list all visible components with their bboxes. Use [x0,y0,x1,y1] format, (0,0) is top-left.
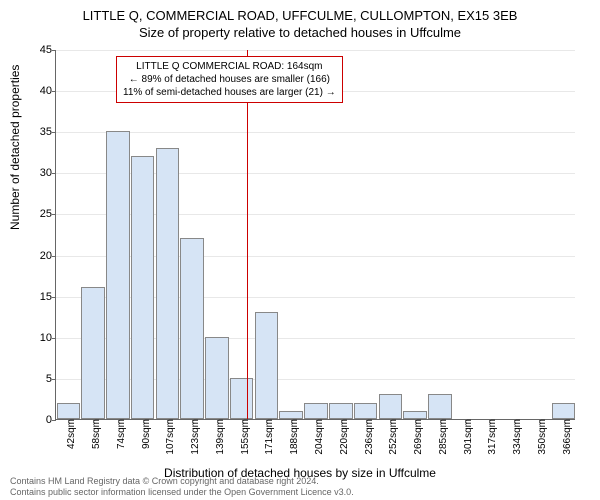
annotation-line3: 11% of semi-detached houses are larger (… [123,86,336,99]
x-tick-mark [366,419,367,423]
x-tick-label: 204sqm [312,419,325,455]
bar [230,378,254,419]
x-tick-mark [341,419,342,423]
footer-line1: Contains HM Land Registry data © Crown c… [10,476,354,487]
x-tick-mark [167,419,168,423]
x-tick-mark [143,419,144,423]
x-tick-label: 74sqm [114,419,127,449]
x-tick-label: 269sqm [411,419,424,455]
x-tick-mark [390,419,391,423]
annotation-line1: LITTLE Q COMMERCIAL ROAD: 164sqm [123,60,336,73]
x-tick-mark [266,419,267,423]
x-tick-mark [465,419,466,423]
bar [180,238,204,419]
x-tick-mark [440,419,441,423]
x-tick-label: 317sqm [485,419,498,455]
y-tick-mark [52,214,56,215]
bar [552,403,576,419]
chart-title-main: LITTLE Q, COMMERCIAL ROAD, UFFCULME, CUL… [0,0,600,23]
x-tick-label: 139sqm [213,419,226,455]
x-tick-mark [242,419,243,423]
y-tick-mark [52,132,56,133]
bar [329,403,353,419]
bar [131,156,155,419]
bar [205,337,229,419]
plot-area: 05101520253035404542sqm58sqm74sqm90sqm10… [55,50,575,420]
bar [279,411,303,419]
gridline [56,132,575,133]
y-tick-mark [52,297,56,298]
y-tick-mark [52,256,56,257]
x-tick-label: 58sqm [89,419,102,449]
x-tick-label: 123sqm [188,419,201,455]
x-tick-mark [539,419,540,423]
x-tick-label: 366sqm [560,419,573,455]
x-tick-label: 42sqm [64,419,77,449]
bar [428,394,452,419]
chart-title-sub: Size of property relative to detached ho… [0,23,600,40]
reference-line [247,50,248,419]
annotation-box: LITTLE Q COMMERCIAL ROAD: 164sqm← 89% of… [116,56,343,103]
x-tick-mark [415,419,416,423]
x-tick-label: 90sqm [139,419,152,449]
x-tick-mark [291,419,292,423]
gridline [56,50,575,51]
x-tick-label: 301sqm [461,419,474,455]
y-tick-mark [52,50,56,51]
bar [57,403,81,419]
y-tick-mark [52,379,56,380]
x-tick-mark [489,419,490,423]
bar [255,312,279,419]
x-tick-label: 350sqm [535,419,548,455]
bar [106,131,130,419]
x-tick-label: 252sqm [386,419,399,455]
x-tick-label: 107sqm [163,419,176,455]
y-axis-label: Number of detached properties [8,65,22,230]
chart-container: LITTLE Q, COMMERCIAL ROAD, UFFCULME, CUL… [0,0,600,500]
x-tick-mark [514,419,515,423]
x-tick-mark [564,419,565,423]
y-tick-mark [52,420,56,421]
bar [379,394,403,419]
x-tick-label: 236sqm [362,419,375,455]
footer-line2: Contains public sector information licen… [10,487,354,498]
x-tick-mark [316,419,317,423]
bar [403,411,427,419]
footer-text: Contains HM Land Registry data © Crown c… [10,476,354,498]
y-tick-mark [52,91,56,92]
x-tick-label: 171sqm [262,419,275,455]
y-tick-mark [52,173,56,174]
x-tick-label: 188sqm [287,419,300,455]
x-tick-label: 220sqm [337,419,350,455]
x-tick-label: 285sqm [436,419,449,455]
x-tick-mark [93,419,94,423]
bar [354,403,378,419]
x-tick-mark [192,419,193,423]
x-tick-label: 334sqm [510,419,523,455]
y-tick-mark [52,338,56,339]
x-tick-mark [217,419,218,423]
x-tick-mark [118,419,119,423]
bar [304,403,328,419]
x-tick-label: 155sqm [238,419,251,455]
annotation-line2: ← 89% of detached houses are smaller (16… [123,73,336,86]
bar [81,287,105,419]
x-tick-mark [68,419,69,423]
bar [156,148,180,419]
